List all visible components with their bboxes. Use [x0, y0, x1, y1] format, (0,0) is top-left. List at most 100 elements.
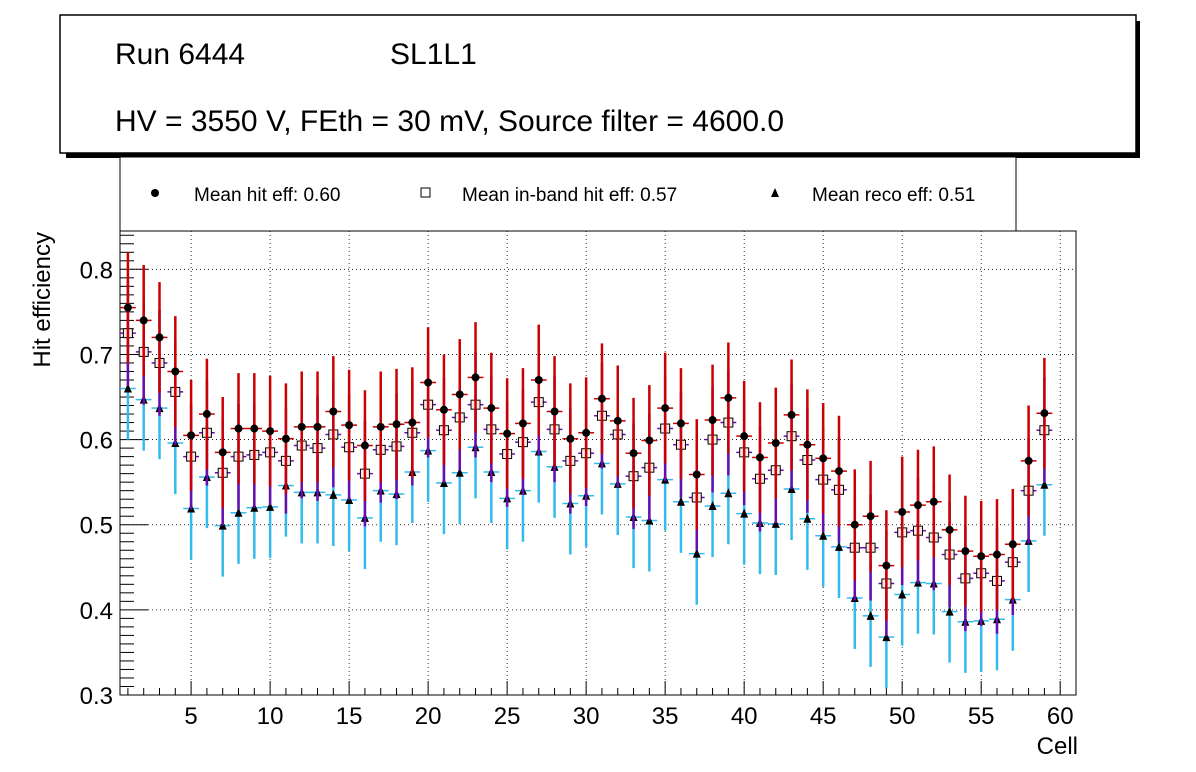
hit-point [566, 434, 575, 443]
hit-point [202, 410, 211, 419]
hit-point [803, 440, 812, 449]
hit-point [929, 497, 938, 506]
data-series [120, 252, 1053, 689]
reco-point [234, 507, 243, 517]
reco-point [898, 589, 907, 599]
reco-point [945, 606, 954, 616]
hit-point [834, 467, 843, 476]
hit-point [724, 393, 733, 402]
hit-point [898, 507, 907, 516]
hit-point [676, 419, 685, 428]
hit-point [392, 420, 401, 429]
x-tick-label: 55 [968, 703, 995, 730]
legend-inband-marker [420, 187, 431, 198]
hit-point [787, 410, 796, 419]
hit-point [487, 404, 496, 413]
hit-point [503, 429, 512, 438]
reco-point [803, 513, 812, 523]
hit-point [471, 373, 480, 382]
hit-point [645, 436, 654, 445]
hit-point [913, 501, 922, 510]
reco-point [740, 508, 749, 518]
hit-point [819, 454, 828, 463]
y-tick-label: 0.3 [80, 683, 113, 710]
hit-point [1024, 456, 1033, 465]
reco-point [866, 610, 875, 620]
y-tick-label: 0.4 [80, 598, 113, 625]
hit-point [123, 303, 132, 312]
hit-point [455, 390, 464, 399]
hit-point [439, 405, 448, 414]
reco-point [123, 383, 132, 393]
reco-point [1040, 479, 1049, 489]
y-tick-label: 0.7 [80, 342, 113, 369]
reco-point [266, 501, 275, 511]
legend: Mean hit eff: 0.60 Mean in-band hit eff:… [119, 156, 1017, 232]
reco-point [708, 500, 717, 510]
hit-point [139, 316, 148, 325]
stats-box-frame [59, 14, 1137, 154]
x-axis-title: Cell [1037, 733, 1078, 760]
series-hit [120, 252, 1053, 621]
legend-inband-label: Mean in-band hit eff: 0.57 [462, 185, 677, 206]
reco-point [676, 496, 685, 506]
hit-point [518, 419, 527, 428]
x-tick-label: 10 [257, 703, 284, 730]
hit-point [613, 416, 622, 425]
reco-point [834, 541, 843, 551]
hit-point [740, 432, 749, 441]
hit-point [408, 418, 417, 427]
hit-point [1040, 409, 1049, 418]
hit-point [708, 416, 717, 425]
hit-point [629, 449, 638, 458]
hit-point [376, 422, 385, 431]
settings-label: HV = 3550 V, FEth = 30 mV, Source filter… [115, 105, 784, 138]
reco-point [455, 467, 464, 477]
hit-point [329, 407, 338, 416]
hit-point [597, 394, 606, 403]
y-tick-label: 0.8 [80, 257, 113, 284]
hit-point [281, 434, 290, 443]
hit-point [977, 552, 986, 561]
hit-point [945, 525, 954, 534]
hit-point [882, 561, 891, 570]
hit-point [550, 407, 559, 416]
hit-point [755, 453, 764, 462]
legend-reco-marker [771, 188, 779, 197]
hit-point [661, 404, 670, 413]
x-tick-label: 50 [889, 703, 916, 730]
hit-point [961, 547, 970, 556]
hit-point [266, 427, 275, 436]
x-tick-label: 15 [336, 703, 363, 730]
reco-point [771, 518, 780, 528]
x-tick-label: 60 [1047, 703, 1074, 730]
hit-point [424, 378, 433, 387]
hit-point [850, 520, 859, 529]
legend-hit-marker [151, 189, 159, 197]
legend-frame [119, 156, 1017, 232]
x-axis: 5 10 15 20 25 30 35 40 45 50 55 60 [127, 681, 1074, 730]
plot-frame [119, 230, 1077, 696]
run-label: Run 6444 [115, 38, 245, 71]
reco-point [882, 632, 891, 642]
y-tick-label: 0.6 [80, 428, 113, 455]
hit-point [992, 550, 1001, 559]
hit-point [313, 422, 322, 431]
x-tick-label: 20 [415, 703, 442, 730]
legend-reco-label: Mean reco eff: 0.51 [812, 185, 975, 206]
hit-point [866, 512, 875, 521]
x-tick-label: 25 [494, 703, 521, 730]
reco-point [724, 488, 733, 498]
hit-point [187, 431, 196, 440]
hit-point [297, 422, 306, 431]
hit-point [155, 333, 164, 342]
reco-point [692, 548, 701, 558]
y-tick-label: 0.5 [80, 513, 113, 540]
x-tick-label: 30 [573, 703, 600, 730]
x-tick-label: 5 [184, 703, 197, 730]
reco-point [329, 489, 338, 499]
y-axis-title: Hit efficiency [29, 232, 56, 368]
hit-point [345, 421, 354, 430]
stats-box: Run 6444 SL1L1 HV = 3550 V, FEth = 30 mV… [59, 14, 1140, 158]
x-tick-label: 40 [731, 703, 758, 730]
